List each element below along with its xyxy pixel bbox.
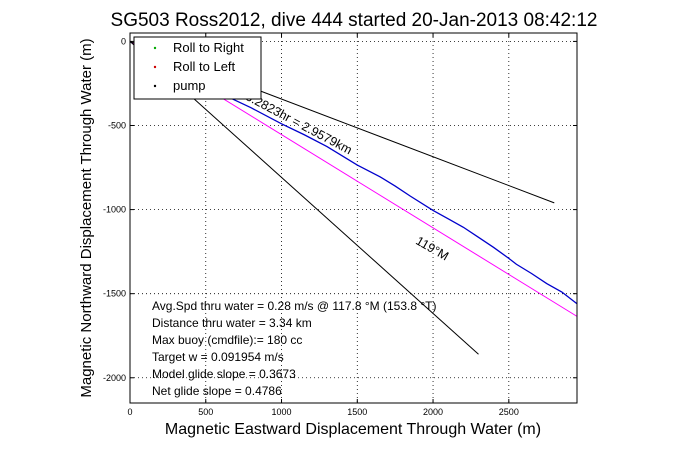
x-axis-label: Magnetic Eastward Displacement Through W… [165,421,541,438]
stat-line: Model glide slope = 0.3673 [152,367,296,381]
x-tick-label: 500 [198,407,213,417]
legend-marker [153,65,157,69]
x-tick-label: 2500 [499,407,519,417]
x-tick-label: 1500 [347,407,367,417]
legend-label: Roll to Right [173,40,244,55]
stat-line: Net glide slope = 0.4786 [152,384,282,398]
y-axis-label: Magnetic Northward Displacement Through … [78,38,95,397]
axis-ticks: 0 500 1000 1500 2000 2500 0 -500 -1000 -1500 -2000 [103,33,577,417]
y-tick-label: -2000 [103,373,126,383]
plot-frame [129,32,578,404]
x-tick-label: 0 [127,407,132,417]
stat-line: Target w = 0.091954 m/s [152,350,284,364]
chart-title: SG503 Ross2012, dive 444 started 20-Jan-… [111,10,598,31]
legend: Roll to Right Roll to Left pump [133,36,262,100]
stat-line: Max buoy (cmdfile):= 180 cc [152,333,302,347]
y-tick-label: -1500 [103,289,126,299]
y-tick-label: 0 [121,36,126,46]
stat-line: Distance thru water = 3.34 km [152,316,312,330]
y-tick-label: -1000 [103,205,126,215]
legend-label: Roll to Left [173,59,236,74]
grid [130,33,577,403]
legend-label: pump [173,78,206,93]
x-tick-label: 2000 [423,407,443,417]
legend-items: Roll to Right Roll to Left pump [153,40,244,93]
y-tick-label: -500 [108,121,126,131]
stats-block: Avg.Spd thru water = 0.28 m/s @ 117.8 °M… [152,299,436,398]
legend-marker [153,84,157,88]
legend-marker [153,46,157,50]
stat-line: Avg.Spd thru water = 0.28 m/s @ 117.8 °M… [152,299,436,313]
x-tick-label: 1000 [272,407,292,417]
